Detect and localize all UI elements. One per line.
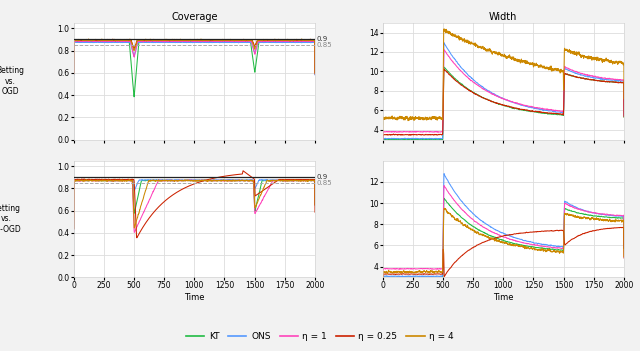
Y-axis label: Betting
vs.
SF-OGD: Betting vs. SF-OGD xyxy=(0,204,21,234)
Title: Width: Width xyxy=(489,12,518,22)
Title: Coverage: Coverage xyxy=(171,12,218,22)
Y-axis label: Betting
vs.
OGD: Betting vs. OGD xyxy=(0,66,24,96)
X-axis label: Time: Time xyxy=(493,293,513,302)
Text: 0.9: 0.9 xyxy=(316,174,328,180)
X-axis label: Time: Time xyxy=(184,293,205,302)
Text: 0.9: 0.9 xyxy=(316,37,328,42)
Text: 0.85: 0.85 xyxy=(316,180,332,186)
Text: 0.85: 0.85 xyxy=(316,42,332,48)
Legend: KT, ONS, η = 1, η = 0.25, η = 4: KT, ONS, η = 1, η = 0.25, η = 4 xyxy=(183,329,457,345)
